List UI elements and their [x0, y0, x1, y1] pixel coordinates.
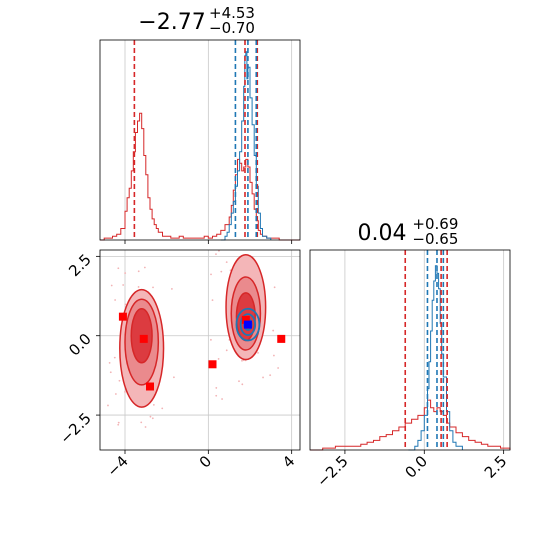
main-sample-dot [225, 349, 228, 352]
main-sample-dot [273, 354, 275, 357]
main-ytick-label: −2.5 [56, 409, 94, 447]
main-sample-dot [262, 376, 264, 379]
top-frame [99, 39, 301, 241]
main-red-marker [139, 334, 148, 343]
main-sample-dot [215, 387, 218, 389]
main-sample-dot [109, 371, 112, 374]
main-sample-dot [215, 253, 217, 256]
panel-joint-scatter: −4 0 4 2.5 0.0 −2.5 [56, 249, 301, 480]
main-red-marker [241, 315, 250, 324]
main-sample-dot [241, 359, 243, 362]
main-sample-dot [151, 417, 154, 420]
main-sample-dot [241, 383, 244, 386]
main-sample-dot [257, 351, 259, 354]
right-frame [309, 249, 511, 451]
main-xtick-label: 0 [196, 452, 215, 471]
main-sample-dot [220, 270, 223, 273]
main-sample-dot [269, 374, 272, 377]
main-sample-dot [149, 415, 152, 418]
main-sample-dot [171, 288, 173, 290]
right-red-histogram [310, 399, 511, 451]
main-sample-dot [124, 390, 126, 393]
main-xtick-label: 4 [279, 452, 298, 471]
main-sample-dot [124, 272, 127, 274]
main-sample-dot [137, 270, 140, 273]
right-title-lower: −0.65 [412, 230, 458, 248]
top-title-lower: −0.70 [209, 19, 255, 37]
main-sample-dot [173, 376, 175, 379]
right-xtick-label: 2.5 [481, 452, 511, 482]
main-sample-dot [122, 284, 125, 286]
main-sample-dot [211, 299, 214, 301]
main-red-marker [118, 312, 127, 321]
main-sample-dot [161, 407, 164, 410]
right-xtick-label: 0.0 [402, 452, 432, 482]
main-sample-dot [113, 356, 116, 359]
main-sample-dot [118, 379, 121, 382]
main-sample-dot [124, 303, 127, 306]
main-sample-dot [152, 403, 155, 406]
right-xtick-label: −2.5 [313, 452, 351, 490]
main-sample-dot [114, 393, 117, 395]
main-blue-contour [239, 313, 257, 336]
main-red-marker [277, 334, 286, 343]
main-sample-dot [143, 266, 146, 269]
main-sample-dot [140, 421, 143, 424]
main-sample-dot [238, 380, 240, 383]
main-sample-dot [152, 286, 154, 289]
main-frame [99, 249, 301, 451]
main-red-marker [208, 360, 217, 369]
right-title-upper: +0.69 [412, 215, 458, 233]
main-sample-dot [210, 273, 212, 276]
main-sample-dot [217, 358, 220, 360]
top-red-histogram [100, 112, 300, 241]
main-sample-dot [117, 423, 120, 426]
panel-marginal-x: −2.77 +4.53−0.70 [99, 4, 301, 244]
main-sample-dot [137, 286, 140, 288]
main-sample-dot [272, 329, 275, 332]
main-blue-marker [243, 320, 252, 329]
main-sample-dot [117, 267, 120, 270]
main-ytick-label: 0.0 [65, 330, 95, 360]
main-sample-dot [277, 367, 280, 369]
main-blue-contour [235, 307, 261, 342]
main-sample-dot [108, 361, 111, 364]
top-title-value: −2.77 [138, 10, 205, 35]
right-title-value: 0.04 [358, 221, 407, 246]
main-sample-dot [210, 338, 212, 341]
main-sample-dot [273, 286, 276, 289]
main-sample-dot [225, 261, 228, 263]
right-blue-histogram [408, 265, 463, 451]
panel-marginal-y: −2.5 0.0 2.5 0.04 +0.69−0.65 [309, 215, 511, 491]
main-xtick-label: −4 [103, 452, 131, 480]
main-sample-dot [114, 299, 117, 301]
main-red-marker [146, 382, 154, 391]
main-sample-dot [110, 284, 113, 287]
main-sample-dot [144, 426, 147, 428]
top-blue-histogram [220, 51, 272, 241]
top-title-upper: +4.53 [209, 4, 255, 22]
main-sample-dot [221, 398, 223, 400]
main-sample-dot [107, 404, 109, 407]
main-sample-dot [215, 394, 218, 397]
main-sample-dot [117, 421, 120, 424]
main-ytick-label: 2.5 [65, 250, 95, 280]
